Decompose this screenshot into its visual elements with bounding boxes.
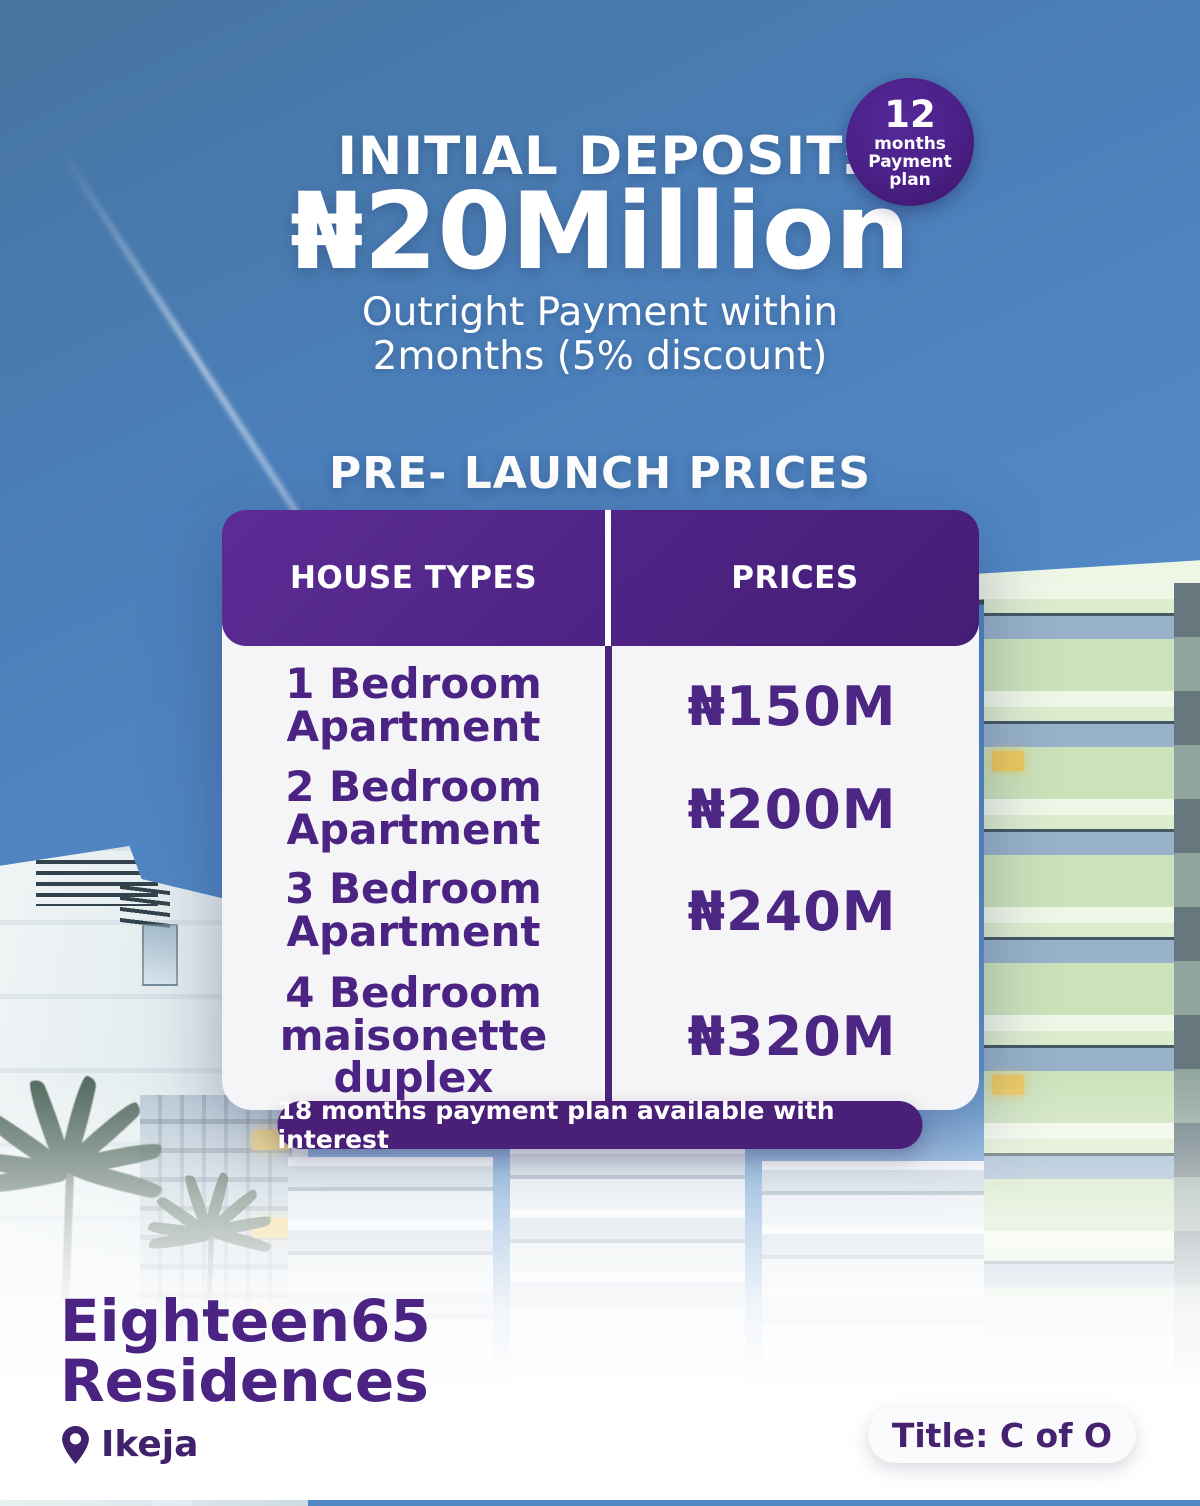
house-type-cell: 1 Bedroom Apartment	[285, 659, 542, 751]
title-ownership-badge: Title: C of O	[868, 1407, 1136, 1463]
deposit-amount: ₦20Million	[289, 170, 911, 293]
table-body: 1 Bedroom Apartment ₦150M 2 Bedroom Apar…	[222, 622, 979, 1110]
subtitle-line-2: 2months (5% discount)	[372, 333, 828, 379]
table-header: HOUSE TYPES PRICES	[222, 510, 979, 646]
table-row: 3 Bedroom Apartment ₦240M	[222, 860, 979, 962]
house-type-cell: 4 Bedroom maisonette duplex	[279, 967, 548, 1103]
house-type-cell: 3 Bedroom Apartment	[285, 864, 542, 956]
column-header-house-types: HOUSE TYPES	[289, 560, 538, 596]
lit-window	[992, 751, 1024, 771]
subtitle-line-1: Outright Payment within	[361, 290, 839, 335]
brand-name-line1: Eighteen65	[60, 1287, 431, 1355]
location-label: Ikeja	[101, 1424, 199, 1465]
house-type-cell: 2 Bedroom Apartment	[285, 762, 542, 854]
header-column-divider	[605, 510, 611, 646]
location-pin-icon	[62, 1425, 89, 1464]
body-column-divider	[605, 622, 612, 1110]
prelaunch-prices-title: PRE- LAUNCH PRICES	[328, 448, 872, 499]
column-header-prices: PRICES	[731, 560, 859, 596]
payment-plan-badge: 12 months Payment plan	[846, 78, 974, 206]
price-cell: ₦320M	[687, 1004, 897, 1068]
outright-payment-subtitle: Outright Payment within 2months (5% disc…	[0, 291, 1200, 378]
table-row: 4 Bedroom maisonette duplex ₦320M	[222, 962, 979, 1110]
initial-deposit-title: INITIAL DEPOSIT:	[337, 126, 863, 187]
table-row: 1 Bedroom Apartment ₦150M	[222, 646, 979, 758]
brand-name: Eighteen65 Residences	[60, 1291, 431, 1412]
pricing-table: HOUSE TYPES PRICES 1 Bedroom Apartment ₦…	[222, 510, 979, 1110]
payment-plan-note-pill: 18 months payment plan available with in…	[277, 1096, 923, 1154]
table-row: 2 Bedroom Apartment ₦200M	[222, 758, 979, 860]
price-cell: ₦240M	[687, 879, 897, 943]
price-cell: ₦150M	[687, 674, 897, 738]
rooftop-glass-rail	[142, 924, 178, 986]
brand-name-line2: Residences	[60, 1347, 429, 1416]
headline-section: INITIAL DEPOSIT: ₦20Million Outright Pay…	[0, 126, 1200, 378]
badge-months-value: 12	[884, 93, 936, 137]
location-row: Ikeja	[62, 1424, 198, 1465]
price-cell: ₦200M	[687, 777, 897, 841]
